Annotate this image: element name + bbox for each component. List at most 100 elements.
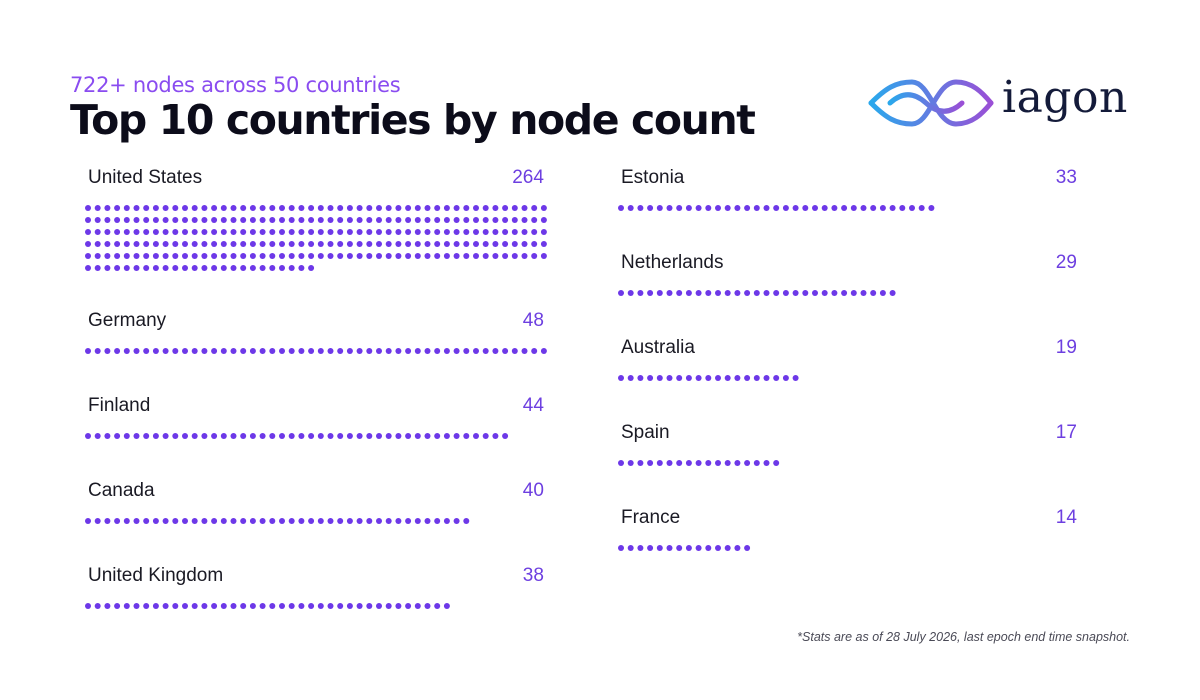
node-dot <box>356 217 363 223</box>
node-dot <box>366 603 373 609</box>
node-dot <box>94 241 101 247</box>
node-dot <box>211 265 218 271</box>
node-dot <box>443 241 450 247</box>
node-dot <box>308 348 315 354</box>
node-dot <box>143 205 150 211</box>
chart-subtitle: 722+ nodes across 50 countries <box>70 73 401 97</box>
country-name: Australia <box>621 337 695 358</box>
iagon-wordmark: iagon <box>1002 72 1128 123</box>
node-dot <box>841 290 848 296</box>
node-dot <box>463 253 470 259</box>
node-dot <box>143 241 150 247</box>
dot-bar <box>618 375 799 381</box>
node-dot <box>152 241 159 247</box>
country-name: Canada <box>88 480 155 501</box>
node-dot <box>647 375 654 381</box>
node-dot <box>753 205 760 211</box>
node-dot <box>821 205 828 211</box>
node-dot <box>395 518 402 524</box>
node-dot <box>463 205 470 211</box>
node-dot <box>201 229 208 235</box>
node-dot <box>482 229 489 235</box>
country-row: Estonia 33 <box>618 167 1080 257</box>
node-dot <box>249 603 256 609</box>
node-dot <box>85 217 91 223</box>
node-dot <box>734 205 741 211</box>
node-dot <box>143 217 150 223</box>
node-dot <box>133 265 140 271</box>
node-dot <box>172 603 179 609</box>
node-dot <box>414 217 421 223</box>
node-dot <box>705 290 712 296</box>
node-dot <box>269 265 276 271</box>
node-dot <box>502 205 509 211</box>
node-dot <box>211 518 218 524</box>
node-dot <box>85 433 91 439</box>
node-dot <box>269 241 276 247</box>
node-dot <box>521 241 528 247</box>
node-dot <box>618 290 624 296</box>
node-dot <box>259 205 266 211</box>
node-dot <box>327 348 334 354</box>
node-dot <box>773 375 780 381</box>
node-dot <box>123 217 130 223</box>
node-dot <box>879 290 886 296</box>
node-count: 40 <box>522 480 544 501</box>
node-dot <box>182 253 188 259</box>
node-dot <box>918 205 925 211</box>
node-dot <box>627 460 634 466</box>
node-dot <box>531 205 538 211</box>
node-dot <box>463 518 470 524</box>
node-dot <box>666 205 673 211</box>
node-dot <box>327 603 334 609</box>
node-dot <box>240 253 247 259</box>
node-dot <box>123 348 130 354</box>
node-dot <box>385 348 392 354</box>
node-dot <box>152 229 159 235</box>
node-dot <box>191 229 198 235</box>
node-dot <box>240 603 247 609</box>
node-dot <box>317 229 324 235</box>
node-dot <box>94 265 101 271</box>
node-dot <box>724 460 731 466</box>
node-dot <box>521 229 528 235</box>
node-dot <box>812 205 818 211</box>
node-dot <box>424 241 431 247</box>
node-dot <box>298 603 305 609</box>
node-dot <box>114 433 121 439</box>
node-dot <box>317 241 324 247</box>
node-dot <box>899 205 906 211</box>
node-dot <box>414 205 421 211</box>
node-dot <box>831 290 838 296</box>
node-dot <box>434 205 441 211</box>
node-dot <box>676 545 683 551</box>
node-count: 38 <box>522 565 544 586</box>
node-dot <box>162 433 169 439</box>
node-dot <box>123 241 130 247</box>
node-dot <box>356 241 363 247</box>
node-dot <box>308 265 315 271</box>
node-dot <box>104 253 111 259</box>
node-dot <box>521 253 528 259</box>
node-dot <box>288 603 295 609</box>
node-dot <box>172 518 179 524</box>
node-dot <box>782 375 789 381</box>
node-dot <box>143 229 150 235</box>
dot-bar <box>85 433 509 439</box>
node-dot <box>211 348 218 354</box>
node-dot <box>860 290 867 296</box>
node-dot <box>182 348 188 354</box>
node-dot <box>715 545 721 551</box>
node-dot <box>502 241 509 247</box>
country-row: Finland 44 <box>85 395 547 485</box>
node-dot <box>94 348 101 354</box>
node-dot <box>521 205 528 211</box>
node-dot <box>773 290 780 296</box>
node-dot <box>405 348 412 354</box>
country-row: Netherlands 29 <box>618 252 1080 342</box>
node-dot <box>191 433 198 439</box>
node-dot <box>385 603 392 609</box>
node-dot <box>763 205 770 211</box>
node-dot <box>366 518 373 524</box>
node-dot <box>637 375 644 381</box>
